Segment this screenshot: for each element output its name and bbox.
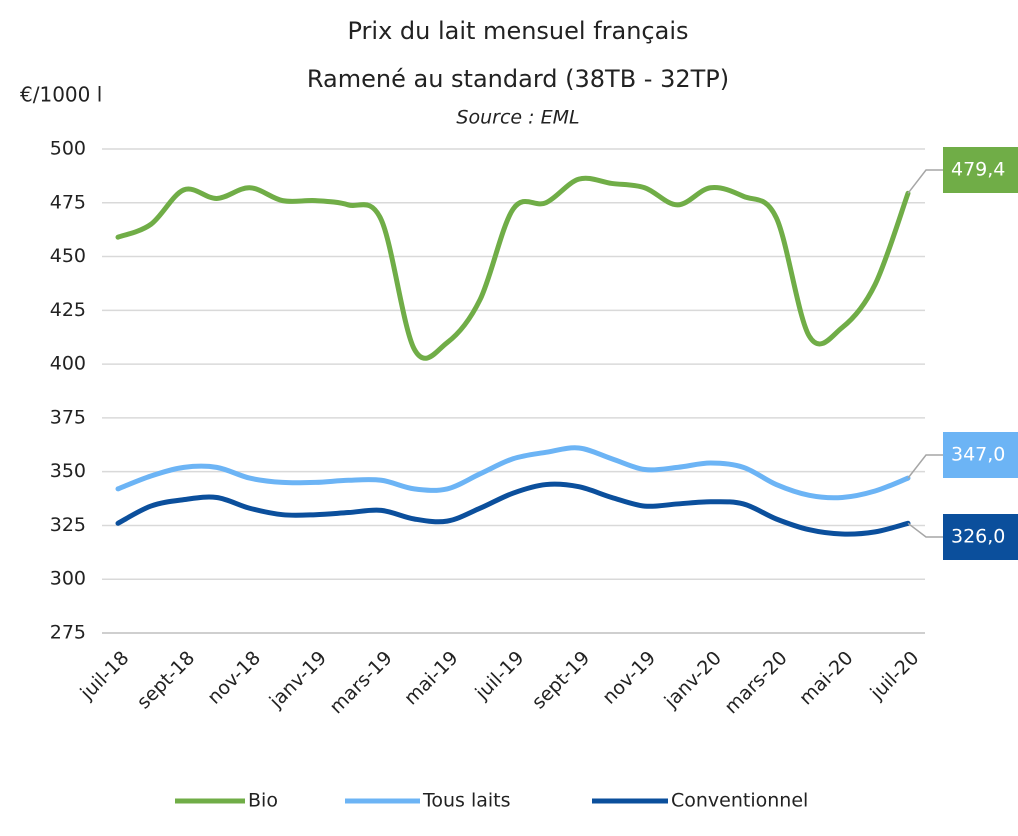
- value-label: 479,4: [951, 159, 1005, 181]
- y-tick-label: 350: [50, 460, 86, 482]
- value-label: 347,0: [951, 444, 1005, 466]
- x-tick-label: mars-20: [720, 647, 791, 718]
- legend-label: Tous laits: [422, 790, 511, 812]
- x-tick-label: juil-18: [75, 647, 133, 705]
- x-tick-label: nov-19: [598, 647, 660, 709]
- series-line: [115, 445, 911, 501]
- legend-label: Bio: [248, 790, 278, 812]
- legend-label: Conventionnel: [671, 790, 808, 812]
- label-connector: [907, 522, 943, 538]
- x-tick-label: nov-18: [203, 647, 265, 709]
- x-tick-label: juil-19: [470, 647, 528, 705]
- series-line: [115, 481, 911, 537]
- y-tick-label: 500: [50, 138, 86, 160]
- y-tick-label: 475: [50, 191, 86, 213]
- y-tick-label: 325: [50, 514, 86, 536]
- label-connector: [907, 454, 943, 479]
- value-label: 326,0: [951, 526, 1005, 548]
- label-connector: [907, 169, 943, 194]
- value-label-box: [943, 514, 1018, 560]
- chart-subtitle: Ramené au standard (38TB - 32TP): [307, 65, 729, 93]
- series-line: [115, 175, 911, 361]
- value-label-box: [943, 147, 1018, 193]
- chart-title: Prix du lait mensuel français: [347, 17, 688, 45]
- value-label-box: [943, 432, 1018, 478]
- y-tick-label: 300: [50, 568, 86, 590]
- x-tick-label: sept-19: [528, 647, 595, 714]
- x-tick-label: mai-20: [795, 647, 858, 710]
- y-axis-label: €/1000 l: [20, 83, 102, 107]
- y-tick-label: 275: [50, 622, 86, 644]
- y-tick-label: 425: [50, 299, 86, 321]
- y-tick-label: 375: [50, 406, 86, 428]
- x-tick-label: mars-19: [325, 647, 396, 718]
- y-tick-label: 400: [50, 353, 86, 375]
- chart-source: Source : EML: [456, 107, 579, 129]
- x-tick-label: janv-20: [660, 647, 726, 713]
- x-tick-label: mai-19: [400, 647, 463, 710]
- y-tick-label: 450: [50, 245, 86, 267]
- x-tick-label: janv-19: [265, 647, 331, 713]
- x-tick-label: sept-18: [133, 647, 200, 714]
- x-tick-label: juil-20: [865, 647, 923, 705]
